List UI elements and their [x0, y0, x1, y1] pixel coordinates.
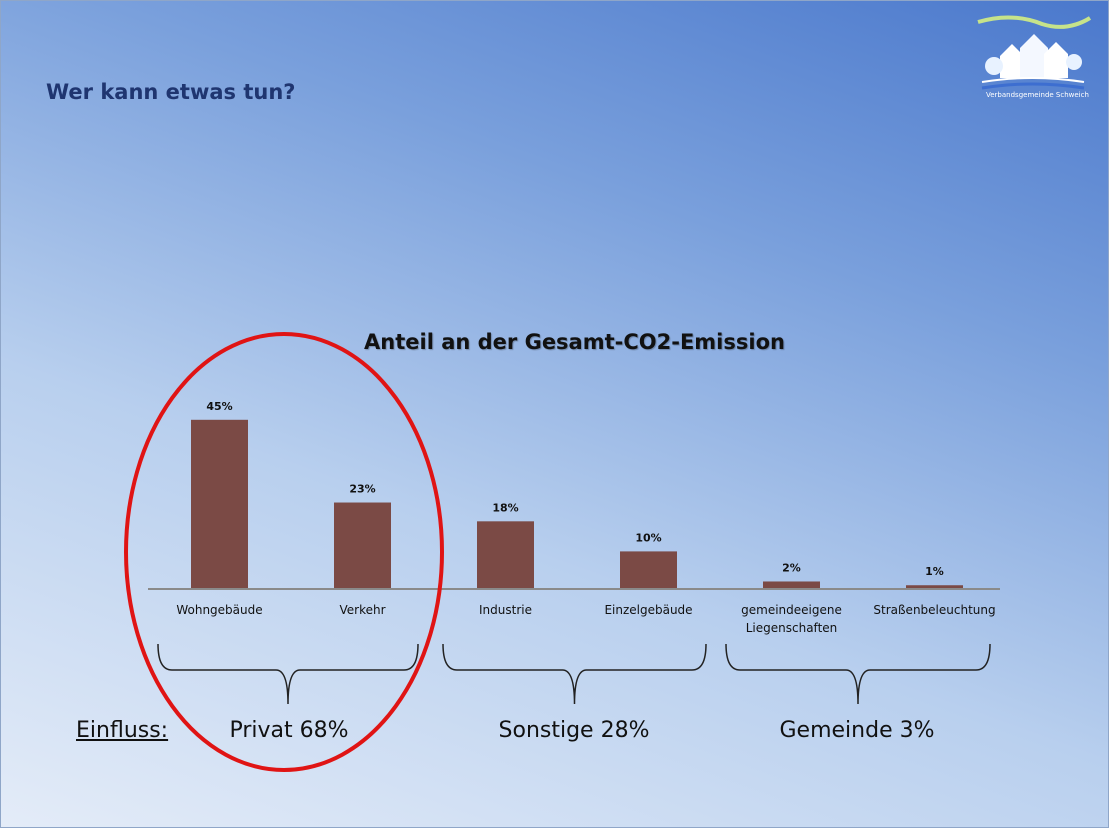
category-label-3: Industrie [479, 603, 532, 617]
logo-image: Verbandsgemeinde Schweich [977, 15, 1092, 99]
bar-value-label-3: 18% [492, 501, 518, 514]
bar-5 [763, 581, 820, 589]
brace-privat [157, 643, 419, 705]
bar-6 [906, 585, 963, 589]
bar-value-label-5: 2% [782, 561, 801, 574]
bar-3 [477, 521, 534, 589]
logo-caption: Verbandsgemeinde Schweich [986, 91, 1089, 99]
bar-4 [620, 551, 677, 589]
highlight-ellipse [124, 332, 444, 772]
category-label-1: Wohngebäude [176, 603, 262, 617]
bar-value-label-1: 45% [206, 400, 232, 413]
category-label-6: Straßenbeleuchtung [873, 603, 995, 617]
group-label-sonstige: Sonstige 28% [498, 718, 650, 743]
bar-value-label-2: 23% [349, 483, 375, 496]
bars-layer [191, 419, 963, 589]
category-label-5: gemeindeeigene Liegenschaften [741, 603, 842, 635]
group-label-privat: Privat 68% [229, 718, 349, 743]
slide-heading: Wer kann etwas tun? [46, 80, 296, 104]
group-braces [157, 643, 991, 705]
bar-value-label-4: 10% [635, 531, 661, 544]
influence-label: Einfluss: [76, 718, 169, 743]
bar-value-label-6: 1% [925, 565, 944, 578]
labels-layer: 45% Wohngebäude 23% Verkehr 18% Industrie 10% E… [176, 400, 995, 635]
category-label-2: Verkehr [339, 603, 385, 617]
brace-gemeinde [725, 643, 991, 705]
bar-1 [191, 419, 248, 589]
category-label-4: Einzelgebäude [604, 603, 692, 617]
brace-sonstige [442, 643, 707, 705]
group-label-gemeinde: Gemeinde 3% [779, 718, 935, 743]
bar-2 [334, 502, 391, 589]
chart-title: Anteil an der Gesamt-CO2-Emission [364, 330, 785, 354]
